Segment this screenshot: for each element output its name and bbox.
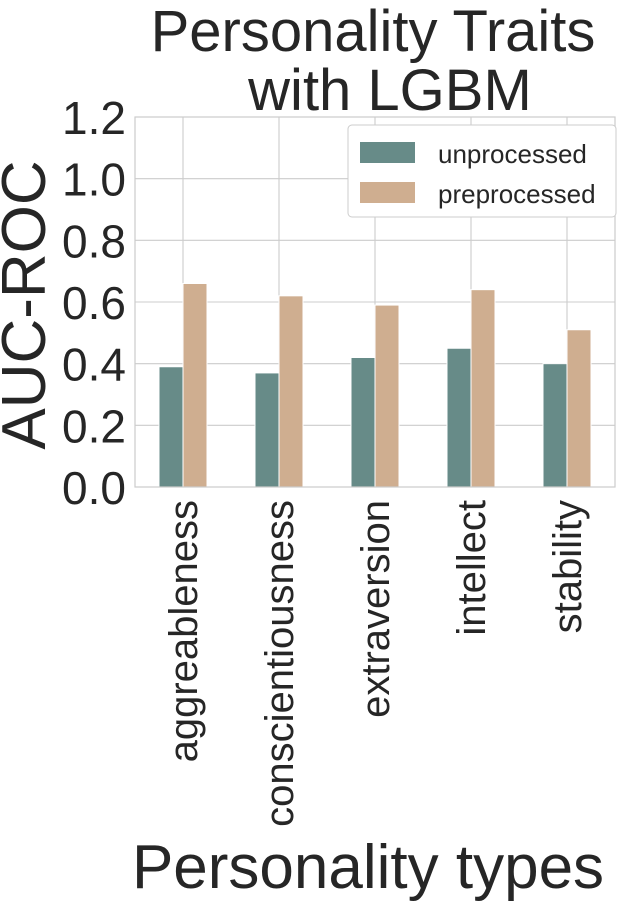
bar-preprocessed-stability [566, 329, 592, 488]
y-tick-label: 1.2 [62, 92, 126, 144]
y-tick-label: 0.4 [62, 339, 126, 391]
chart-title-line-1: Personality Traits [151, 0, 596, 64]
bar-preprocessed-intellect [470, 289, 496, 488]
x-tick-label-stability: stability [546, 500, 590, 633]
bar-unprocessed-aggreableness [158, 366, 184, 488]
bar-preprocessed-aggreableness [182, 283, 208, 488]
x-tick-label-conscientiousness: conscientiousness [258, 500, 302, 827]
plot-frame [134, 116, 616, 488]
x-tick-label-aggreableness: aggreableness [162, 500, 206, 762]
y-tick-label: 0.6 [62, 277, 126, 329]
bar-preprocessed-conscientiousness [278, 295, 304, 488]
axis-layer: 0.0 0.2 0.4 0.6 0.8 1.0 1.2 aggreableness consci… [62, 92, 616, 827]
legend-swatch-unprocessed [360, 142, 415, 163]
y-tick-label: 0.8 [62, 215, 126, 267]
legend: unprocessed preprocessed [347, 124, 617, 218]
legend-swatch-preprocessed [360, 182, 415, 203]
x-tick-label-extraversion: extraversion [354, 500, 398, 718]
legend-label-preprocessed: preprocessed [438, 179, 596, 209]
y-axis-label: AUC-ROC [0, 160, 59, 449]
bar-preprocessed-extraversion [374, 304, 400, 488]
bar-unprocessed-intellect [446, 347, 472, 488]
legend-label-unprocessed: unprocessed [438, 139, 587, 169]
bar-unprocessed-conscientiousness [254, 372, 280, 488]
y-tick-label: 0.2 [62, 400, 126, 452]
y-tick-label: 1.0 [62, 154, 126, 206]
chart-title-line-2: with LGBM [247, 58, 532, 123]
x-axis-label: Personality types [132, 833, 604, 902]
bar-unprocessed-stability [542, 363, 568, 488]
bar-layer [158, 283, 592, 488]
y-tick-label: 0.0 [62, 462, 126, 514]
bar-unprocessed-extraversion [350, 357, 376, 488]
x-tick-label-intellect: intellect [450, 500, 494, 636]
